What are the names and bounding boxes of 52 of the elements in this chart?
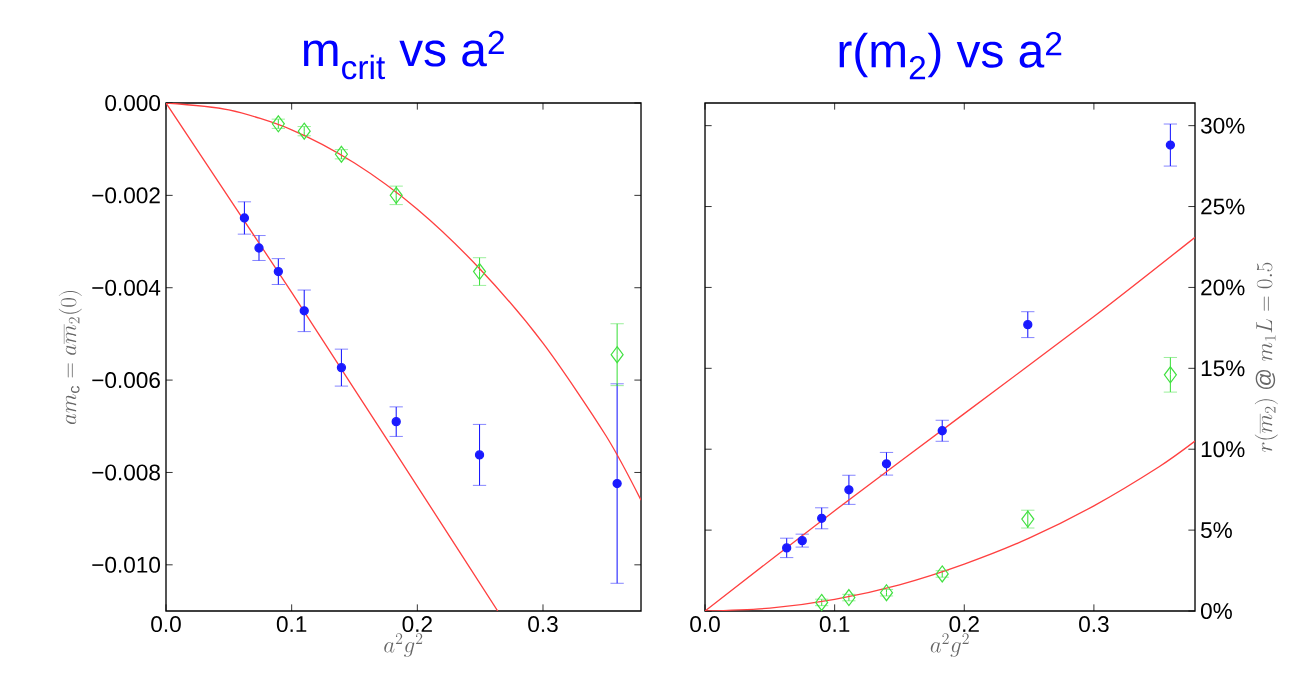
point <box>254 243 264 253</box>
x-tick-label: 0.1 <box>276 616 307 633</box>
point <box>879 584 894 602</box>
point <box>815 593 829 611</box>
x-tick-label: 0.2 <box>949 616 979 633</box>
point <box>391 417 401 427</box>
x-tick-label: 0.2 <box>402 616 432 633</box>
point <box>271 115 285 133</box>
y-tick-label: 0% <box>1200 603 1232 619</box>
y-tick-label: 25% <box>1201 198 1245 215</box>
y-axis-title: $am_{\mathrm{c}} = a\overline{m}_2(0)$ <box>58 291 82 425</box>
chart-title: m$_{crit}$ vs a$^{2}$ <box>303 30 504 80</box>
y-tick-label: −0.002 <box>92 187 160 204</box>
point <box>881 459 892 469</box>
point <box>782 543 792 553</box>
x-axis-title: $a^2g^2$ <box>930 633 969 657</box>
point <box>935 565 949 583</box>
point <box>612 478 622 489</box>
point <box>334 145 349 163</box>
x-tick-label: 0.0 <box>690 616 720 633</box>
point <box>844 485 854 495</box>
point <box>299 306 309 316</box>
y-tick-label: 5% <box>1201 522 1232 539</box>
point <box>239 213 250 223</box>
y-tick-label: −0.010 <box>92 556 161 573</box>
y-tick-label: −0.004 <box>92 279 161 296</box>
y-tick-label: −0.006 <box>92 372 160 389</box>
point <box>817 513 827 523</box>
point <box>1163 366 1177 384</box>
point <box>297 122 311 140</box>
point <box>472 262 487 281</box>
point <box>1165 140 1176 150</box>
y-tick-label: 30% <box>1200 117 1245 134</box>
point <box>937 426 947 436</box>
point <box>610 346 624 364</box>
y-tick-label: −0.008 <box>92 464 160 481</box>
y-axis-title: $r(\overline{m}_2)\ @\ m_1L = 0.5$ <box>1254 262 1278 452</box>
point <box>336 362 347 373</box>
y-tick-label: 10% <box>1201 441 1245 458</box>
x-tick-label: 0.3 <box>528 616 558 633</box>
y-tick-label: 0.000 <box>105 95 161 111</box>
x-tick-label: 0.3 <box>1079 616 1109 633</box>
chart-title: r(m$_{2}$) vs a$^{2}$ <box>839 31 1062 80</box>
point <box>1023 319 1033 330</box>
x-tick-label: 0.1 <box>819 616 850 633</box>
point <box>474 450 485 460</box>
x-axis-title: $a^2g^2$ <box>384 633 423 657</box>
y-tick-label: 20% <box>1201 279 1245 296</box>
point <box>273 266 283 277</box>
y-tick-label: 15% <box>1201 360 1245 377</box>
point <box>842 589 856 607</box>
x-tick-label: 0.0 <box>151 616 181 633</box>
